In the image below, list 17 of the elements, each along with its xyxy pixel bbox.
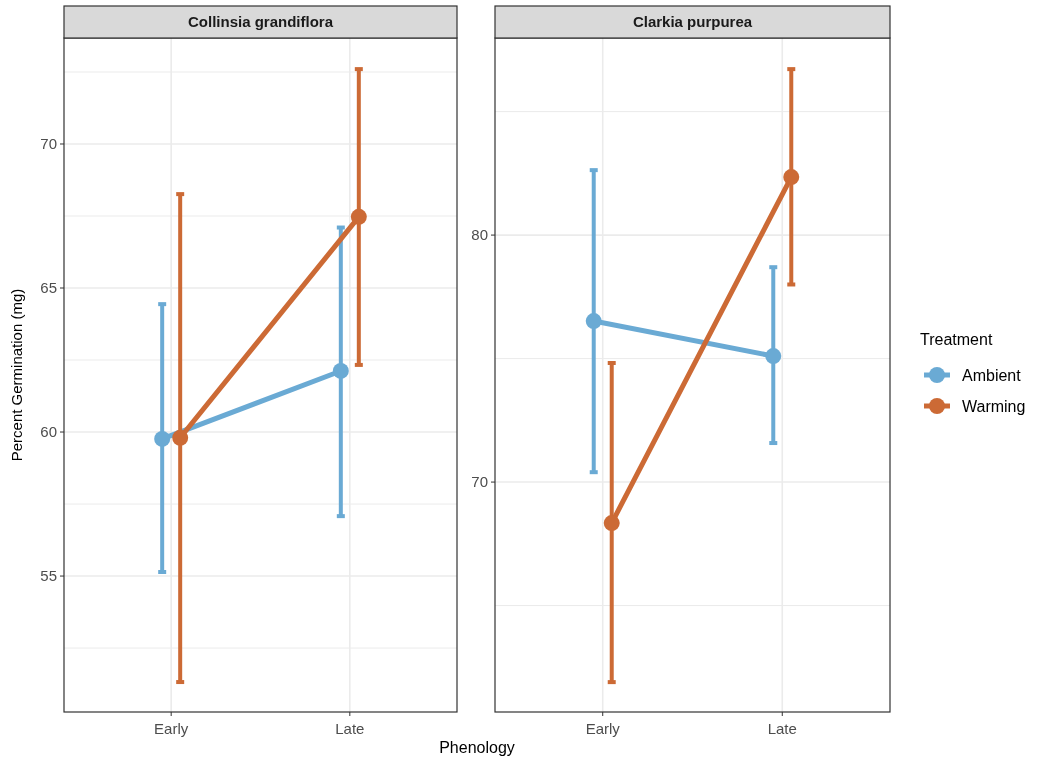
- x-tick-label: Early: [585, 720, 621, 737]
- chart-title: Collinsia grandiflora: [187, 13, 334, 31]
- x-tick-label: Late: [767, 720, 797, 737]
- x-tick-label: Early: [154, 720, 189, 737]
- chart-title: Clarkia purpurea: [632, 13, 753, 31]
- y-axis-title: Percent Germination (mg): [8, 288, 25, 462]
- y-tick-label: 70: [40, 135, 57, 153]
- y-tick-label: 65: [40, 279, 57, 297]
- y-tick-label: 55: [40, 567, 57, 585]
- y-tick-label: 60: [40, 423, 57, 441]
- y-tick-label: 70: [471, 473, 488, 491]
- legend-label: Warming: [962, 397, 1026, 415]
- legend-title: Treatment: [920, 331, 993, 348]
- legend-label: Ambient: [962, 366, 1022, 384]
- x-tick-label: Late: [335, 720, 365, 737]
- y-tick-label: 80: [471, 226, 488, 244]
- x-axis-title: Phenology: [439, 739, 515, 756]
